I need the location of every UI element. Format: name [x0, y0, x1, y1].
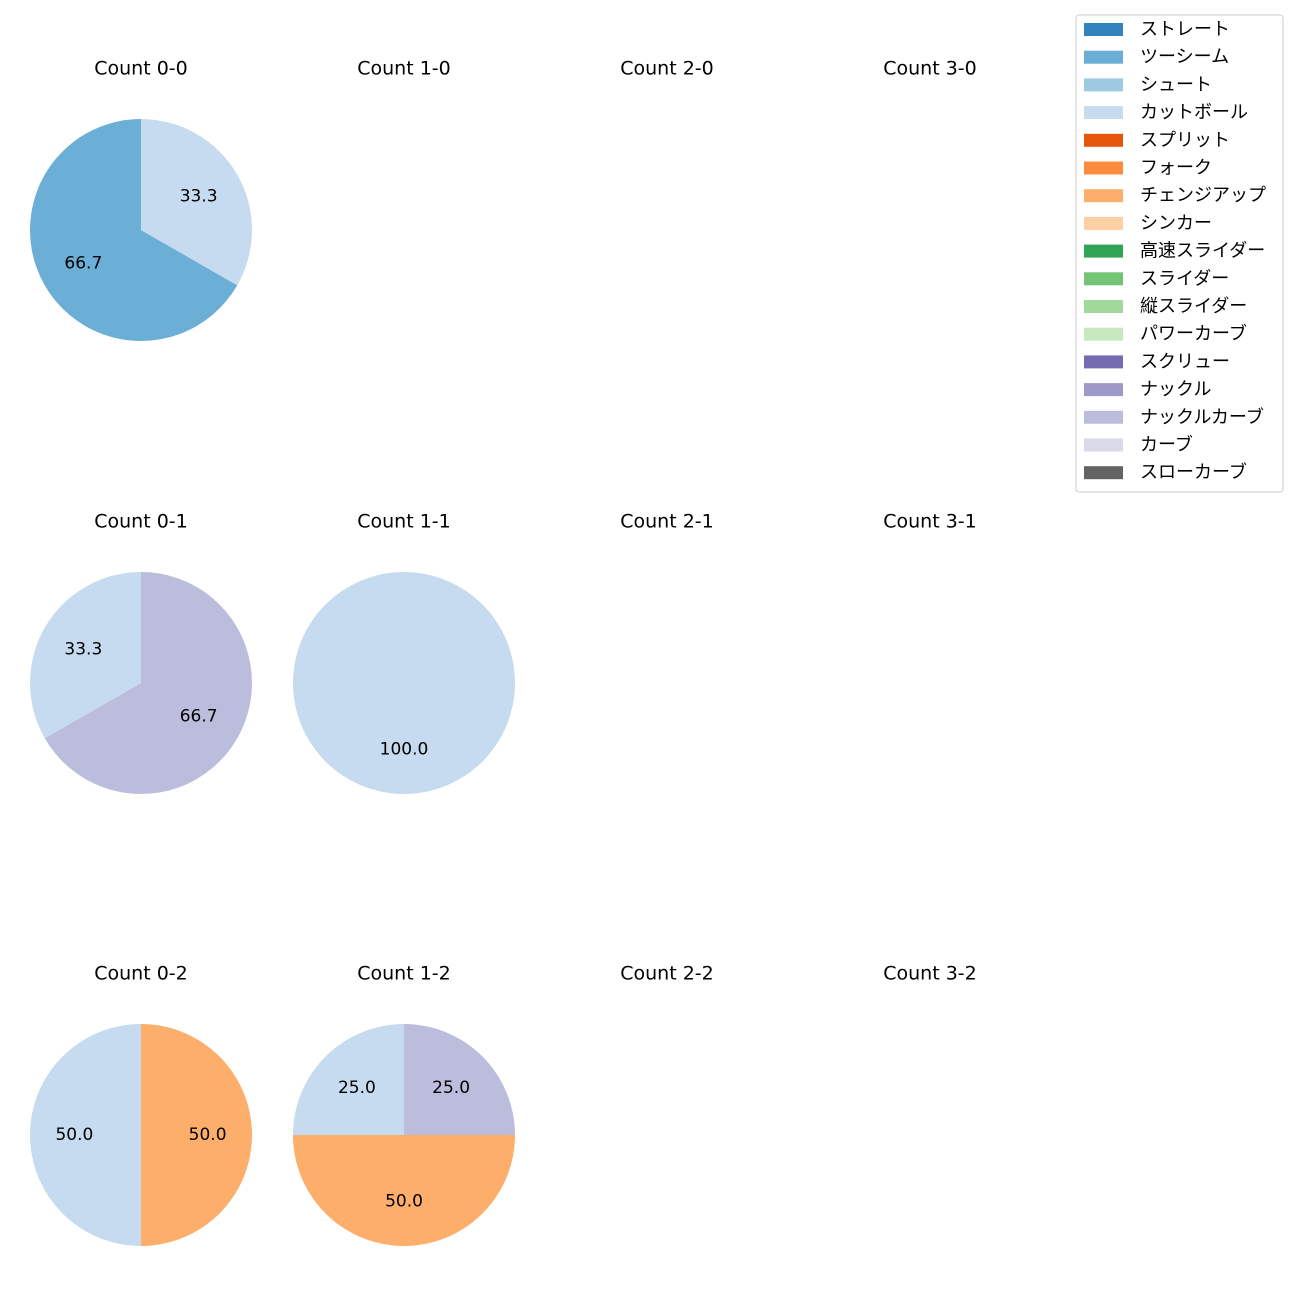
legend-item: ツーシーム	[1084, 47, 1229, 68]
pie-slice-label: 66.7	[180, 706, 218, 726]
pie-panel: Count 3-2	[883, 963, 977, 985]
pie-slice-label: 66.7	[64, 253, 102, 273]
legend-label: シンカー	[1140, 213, 1212, 234]
legend-item: ナックルカーブ	[1084, 406, 1264, 428]
legend-label: ストレート	[1140, 19, 1230, 40]
pie-slice	[293, 572, 515, 794]
legend-label: チェンジアップ	[1140, 185, 1266, 206]
panel-title: Count 2-2	[620, 963, 714, 985]
pie-slice-label: 25.0	[432, 1078, 470, 1098]
legend-swatch	[1084, 50, 1123, 64]
legend-item: カットボール	[1084, 102, 1248, 123]
pie-slice-label: 50.0	[55, 1125, 93, 1145]
legend-label: フォーク	[1140, 158, 1212, 179]
pie-panel: Count 0-2 50.0 50.0	[30, 963, 252, 1246]
pie-slice	[141, 1024, 252, 1246]
legend-label: 縦スライダー	[1140, 296, 1247, 317]
pie-panels: Count 0-0 66.7 33.3 Count 1-0 Count 2-0 Count…	[29, 58, 977, 1246]
legend-swatch	[1084, 466, 1123, 480]
legend-label: スローカーブ	[1140, 461, 1247, 483]
pie-panel: Count 0-0 66.7 33.3	[29, 58, 252, 342]
legend-swatch	[1084, 133, 1123, 147]
legend-item: ストレート	[1084, 19, 1230, 40]
legend-swatch	[1084, 106, 1123, 120]
panel-title: Count 1-1	[357, 511, 451, 533]
panel-title: Count 1-0	[357, 58, 451, 80]
pie-panel: Count 2-2	[620, 963, 714, 985]
pie-slice	[293, 1024, 404, 1135]
legend-swatch	[1084, 23, 1123, 36]
legend-swatch	[1084, 438, 1123, 452]
pie-panel: Count 1-1 100.0	[293, 511, 515, 794]
pie-panel: Count 1-0	[357, 58, 451, 80]
pie-slice-label: 33.3	[64, 640, 102, 660]
pie-slice	[141, 119, 252, 286]
legend-swatch	[1084, 272, 1123, 286]
pie-slice-label: 50.0	[385, 1192, 423, 1212]
legend-item: スクリュー	[1084, 351, 1230, 372]
legend-label: スプリット	[1140, 130, 1230, 151]
pie-panel: Count 1-2 25.0 50.0 25.0	[293, 963, 515, 1246]
legend-label: シュート	[1140, 74, 1212, 95]
pie-slice-label: 25.0	[338, 1078, 376, 1098]
pie-slice-label: 33.3	[180, 187, 218, 207]
pie-panel: Count 2-1	[620, 511, 714, 533]
legend-item: スローカーブ	[1084, 461, 1247, 483]
legend-item: ナックル	[1084, 379, 1211, 400]
legend-swatch	[1084, 383, 1123, 397]
pie-slice	[404, 1024, 515, 1135]
pie-slice	[293, 1135, 515, 1246]
legend-item: カーブ	[1084, 434, 1193, 456]
legend-item: パワーカーブ	[1084, 323, 1247, 345]
panel-title: Count 3-1	[883, 511, 977, 533]
legend-label: スクリュー	[1140, 351, 1230, 372]
legend-label: パワーカーブ	[1140, 323, 1247, 345]
legend-frame	[1075, 14, 1284, 493]
pie-slice	[44, 572, 253, 795]
legend-swatch	[1084, 161, 1123, 175]
pie-panel: Count 2-0	[620, 58, 714, 80]
panel-title: Count 0-0	[94, 58, 188, 80]
legend-label: スライダー	[1140, 268, 1229, 289]
panel-title: Count 0-1	[94, 511, 188, 533]
legend-swatch	[1084, 244, 1123, 258]
legend-label: ナックル	[1140, 379, 1211, 400]
legend-item: スプリット	[1084, 130, 1230, 151]
legend-swatch	[1084, 355, 1123, 369]
pie-slice	[30, 1024, 141, 1246]
legend-item: フォーク	[1084, 158, 1212, 179]
legend-item: 高速スライダー	[1084, 241, 1265, 262]
legend-item: スライダー	[1084, 268, 1229, 289]
legend-swatch	[1084, 78, 1123, 92]
legend-label: ナックルカーブ	[1140, 406, 1264, 428]
legend-swatch	[1084, 189, 1123, 203]
legend-swatch	[1084, 327, 1123, 341]
panel-title: Count 1-2	[357, 963, 451, 985]
legend-item: 縦スライダー	[1084, 296, 1247, 317]
legend-swatch	[1084, 410, 1123, 424]
panel-title: Count 3-2	[883, 963, 977, 985]
legend-label: カーブ	[1140, 434, 1193, 456]
pie-slice	[29, 119, 238, 342]
panel-title: Count 3-0	[883, 58, 977, 80]
legend-swatch	[1084, 300, 1123, 313]
legend-label: ツーシーム	[1140, 47, 1229, 68]
legend-item: シンカー	[1084, 213, 1212, 234]
pie-panel: Count 3-1	[883, 511, 977, 533]
pie-panel: Count 0-1 33.3 66.7	[30, 511, 253, 795]
legend-item: シュート	[1084, 74, 1212, 95]
legend-swatch	[1084, 216, 1123, 230]
panel-title: Count 2-0	[620, 58, 714, 80]
panel-title: Count 2-1	[620, 511, 714, 533]
pie-panel: Count 3-0	[883, 58, 977, 80]
pie-slice-label: 100.0	[380, 740, 429, 760]
legend-label: カットボール	[1140, 102, 1248, 123]
pie-slice	[30, 572, 141, 739]
legend-label: 高速スライダー	[1140, 241, 1265, 262]
legend: ストレートツーシームシュートカットボールスプリットフォークチェンジアップシンカー…	[1075, 14, 1284, 493]
panel-title: Count 0-2	[94, 963, 188, 985]
legend-item: チェンジアップ	[1084, 185, 1266, 206]
pie-slice-label: 50.0	[189, 1125, 227, 1145]
